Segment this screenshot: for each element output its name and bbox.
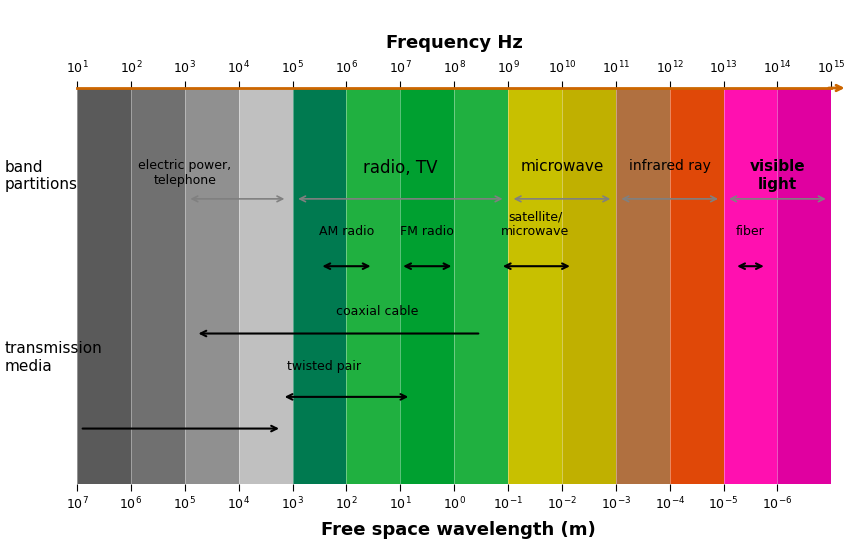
Text: Free space wavelength (m): Free space wavelength (m): [321, 521, 596, 539]
Bar: [616, 88, 669, 484]
Bar: [185, 88, 239, 484]
Text: visible
light: visible light: [750, 160, 806, 192]
Text: satellite/
microwave: satellite/ microwave: [500, 211, 569, 239]
Bar: [669, 88, 723, 484]
Text: FM radio: FM radio: [400, 226, 454, 239]
Bar: [400, 88, 454, 484]
Text: AM radio: AM radio: [319, 226, 375, 239]
X-axis label: Frequency Hz: Frequency Hz: [386, 35, 523, 52]
Text: twisted pair: twisted pair: [287, 360, 361, 373]
Text: coaxial cable: coaxial cable: [336, 305, 418, 318]
Bar: [454, 88, 508, 484]
Bar: [777, 88, 831, 484]
Bar: [723, 88, 777, 484]
Bar: [562, 88, 616, 484]
Bar: [239, 88, 292, 484]
Bar: [508, 88, 562, 484]
Bar: [346, 88, 400, 484]
Bar: [77, 88, 131, 484]
Bar: [131, 88, 185, 484]
Text: band
partitions: band partitions: [4, 160, 77, 192]
Text: transmission
media: transmission media: [4, 342, 102, 373]
Text: infrared ray: infrared ray: [629, 160, 710, 173]
Bar: [292, 88, 346, 484]
Text: fiber: fiber: [736, 226, 764, 239]
Text: electric power,
telephone: electric power, telephone: [138, 160, 231, 188]
Text: microwave: microwave: [520, 160, 603, 174]
Text: radio, TV: radio, TV: [363, 160, 438, 177]
